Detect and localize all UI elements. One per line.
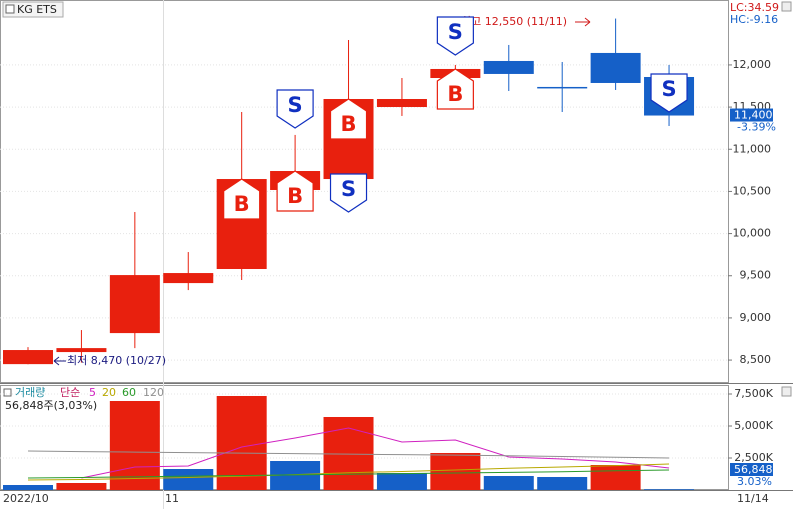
ma-line xyxy=(27,463,670,481)
x-tick-label: 11 xyxy=(165,492,179,505)
ma-legend: 5 xyxy=(89,386,96,399)
y-tick-label: 7,500K xyxy=(734,387,773,400)
volume-bar xyxy=(644,489,695,490)
signal-label: S xyxy=(448,20,463,44)
volume-bar xyxy=(376,473,427,490)
signal-marker xyxy=(276,170,314,212)
signal-label: B xyxy=(234,192,250,216)
candle-body xyxy=(3,350,53,365)
y-tick-label: 5,000K xyxy=(734,419,773,432)
close-button[interactable] xyxy=(781,386,792,397)
checkbox[interactable] xyxy=(5,4,15,14)
candle-body xyxy=(590,52,641,83)
ma-label: 단순 xyxy=(60,386,80,399)
annotation: 최고 12,550 (11/11) xyxy=(461,15,567,28)
x-tick-label: 2022/10 xyxy=(3,492,49,505)
y-tick-label: 8,500 xyxy=(740,353,772,366)
candle-body xyxy=(483,60,534,74)
signal-marker xyxy=(329,98,368,140)
ma-legend: 20 xyxy=(102,386,116,399)
candle-body xyxy=(56,348,107,353)
close-button[interactable] xyxy=(781,1,792,12)
y-tick-label: 12,000 xyxy=(733,58,772,71)
volume-bar xyxy=(3,485,53,490)
volume-bar xyxy=(109,401,160,490)
candle-body xyxy=(537,86,588,89)
signal-label: S xyxy=(341,177,356,201)
ma-legend: 60 xyxy=(122,386,136,399)
hc-label: HC:-9.16 xyxy=(730,13,778,26)
chart-title: KG ETS xyxy=(17,3,57,16)
candle-body xyxy=(376,98,427,108)
signal-marker xyxy=(276,89,314,129)
title-box[interactable] xyxy=(2,1,64,18)
y-tick-label: 10,500 xyxy=(733,184,772,197)
arrow xyxy=(53,356,66,366)
volume-bar xyxy=(163,469,214,490)
lc-label: LC:34.59 xyxy=(730,1,779,14)
volume-bar xyxy=(430,452,481,490)
signal-marker xyxy=(436,16,474,56)
volume-bar xyxy=(216,395,267,490)
y-tick-label: 9,000 xyxy=(740,311,772,324)
volume-bar xyxy=(590,465,641,490)
volume-legend: 거래량 xyxy=(15,386,45,399)
signal-label: B xyxy=(287,184,303,208)
arrow xyxy=(575,17,591,27)
y-tick-label: 9,500 xyxy=(740,269,772,282)
ma-line xyxy=(27,450,670,459)
signal-label: S xyxy=(661,77,676,101)
y-tick-label: 10,000 xyxy=(733,227,772,240)
volume-current-box xyxy=(730,463,773,476)
volume-summary: 56,848주(3,03%) xyxy=(5,399,97,412)
signal-label: S xyxy=(288,93,303,117)
volume-current: 56,848 xyxy=(734,463,773,476)
end-date: 11/14 xyxy=(737,492,769,505)
signal-marker xyxy=(223,178,261,220)
current-price: 11,400 xyxy=(734,109,773,122)
signal-marker xyxy=(436,68,474,110)
change: -3.39% xyxy=(737,121,776,134)
y-tick-label: 11,000 xyxy=(733,142,772,155)
annotation: 최저 8,470 (10/27) xyxy=(67,354,166,367)
ma-line xyxy=(27,469,670,479)
signal-marker xyxy=(650,73,688,113)
y-tick-label: 2,500K xyxy=(734,451,773,464)
ma-line xyxy=(81,427,670,479)
candle-body xyxy=(163,273,214,284)
volume-current-pct: 3.03% xyxy=(737,475,772,488)
checkbox[interactable] xyxy=(3,388,12,397)
current-price-box xyxy=(730,108,773,122)
signal-marker xyxy=(329,173,368,213)
ma-legend: 120 xyxy=(143,386,164,399)
volume-bar xyxy=(483,475,534,490)
volume-bar xyxy=(537,476,588,490)
candle-body xyxy=(109,275,160,334)
volume-bar xyxy=(56,482,107,490)
signal-label: B xyxy=(447,82,463,106)
signal-label: B xyxy=(341,112,357,136)
